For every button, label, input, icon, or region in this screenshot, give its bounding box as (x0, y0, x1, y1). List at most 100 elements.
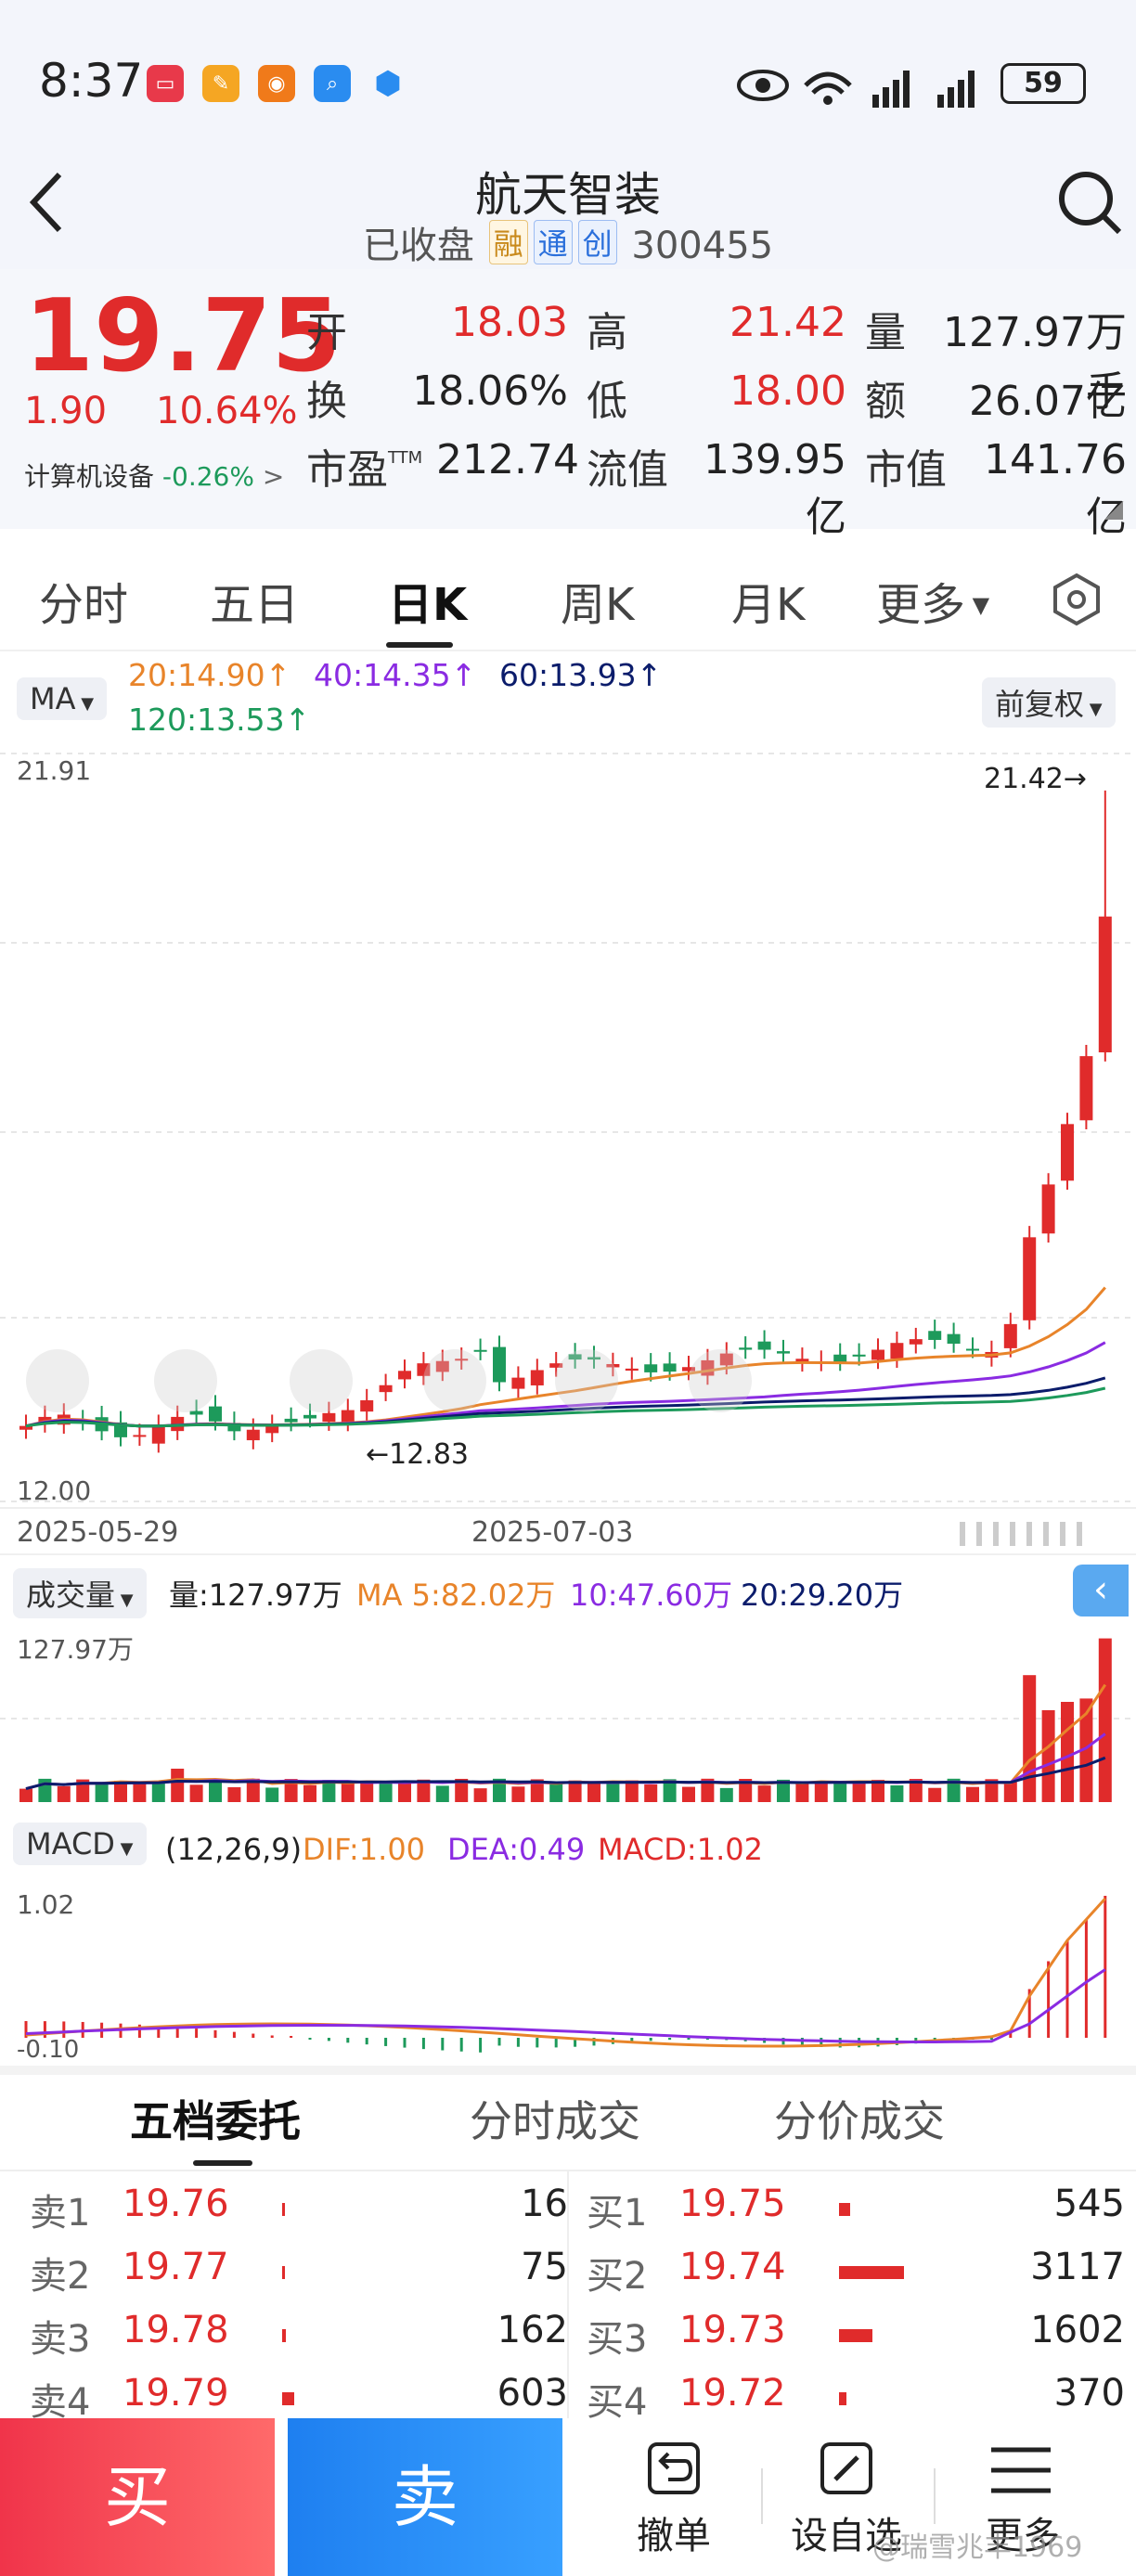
candle-body (852, 1354, 866, 1357)
buy-order-row[interactable]: 买3 19.73 1602 (587, 2309, 1125, 2364)
order-qty-bar (282, 2266, 285, 2279)
back-button[interactable] (22, 165, 69, 250)
tab-monthly-k[interactable]: 月K (731, 579, 806, 631)
candle-body (890, 1343, 904, 1359)
status-icons (737, 70, 975, 108)
buy-order-row[interactable]: 买2 19.74 3117 (587, 2246, 1125, 2301)
macd-bar (630, 2038, 634, 2042)
candle-body (1041, 1184, 1055, 1234)
volume-chart[interactable] (0, 1626, 1136, 1808)
volume-bar (719, 1787, 733, 1802)
macd-bar (479, 2038, 483, 2053)
macd-bar (175, 2027, 179, 2038)
order-price: 19.78 (123, 2309, 229, 2351)
tag-tong[interactable]: 通 (533, 220, 573, 264)
macd-bar (43, 2021, 46, 2038)
search-icon[interactable] (1054, 167, 1125, 238)
volume-bar (455, 1778, 469, 1802)
settings-icon[interactable] (1049, 572, 1104, 627)
macd-bar (497, 2038, 501, 2046)
candle-body (757, 1341, 771, 1350)
candle-body (379, 1385, 393, 1393)
order-qty: 1602 (1030, 2309, 1125, 2351)
tab-intraday[interactable]: 分时 (39, 579, 129, 631)
kline-chart[interactable] (0, 750, 1136, 1557)
cancel-order-button[interactable]: 撤单 (637, 2515, 711, 2557)
macd-bar (365, 2038, 368, 2045)
sell-order-row[interactable]: 卖3 19.78 162 (30, 2309, 568, 2364)
sell-order-row[interactable]: 卖2 19.77 75 (30, 2246, 568, 2301)
buy-button[interactable]: 买 (0, 2418, 275, 2576)
order-qty-bar (282, 2203, 285, 2216)
tab-order-book[interactable]: 五档委托 (130, 2096, 301, 2146)
sell-button[interactable]: 卖 (288, 2418, 562, 2576)
volume-bar (568, 1780, 582, 1802)
more-button[interactable]: 更多 (986, 2515, 1060, 2557)
divider (0, 2170, 1136, 2171)
candle-body (1061, 1124, 1074, 1181)
buy-order-row[interactable]: 买1 19.75 545 (587, 2183, 1125, 2238)
macd-value: MACD:1.02 (598, 1832, 763, 1867)
order-qty-bar (839, 2329, 872, 2342)
y-axis-bottom: 12.00 (17, 1475, 92, 1506)
volume-bar (947, 1778, 961, 1802)
candle-body (284, 1418, 298, 1423)
cancel-order-icon[interactable] (644, 2439, 704, 2498)
turnover-value: 18.06% (412, 367, 568, 415)
volume-selector[interactable]: 成交量 ▼ (13, 1568, 147, 1618)
menu-icon[interactable] (988, 2442, 1054, 2498)
volume-bar (473, 1788, 487, 1802)
volume-bar (777, 1779, 790, 1802)
volume-bar (644, 1784, 658, 1802)
tag-rong[interactable]: 融 (488, 220, 528, 264)
macd-bar (441, 2038, 445, 2051)
macd-histogram (24, 1896, 1107, 2053)
candle-body (1098, 916, 1112, 1053)
tab-five-day[interactable]: 五日 (210, 579, 300, 631)
macd-selector[interactable]: MACD ▼ (13, 1823, 147, 1865)
tab-weekly-k[interactable]: 周K (561, 579, 635, 631)
order-price: 19.73 (679, 2309, 786, 2351)
add-watchlist-button[interactable]: 设自选 (791, 2515, 902, 2557)
tab-price-trades[interactable]: 分价成交 (774, 2096, 945, 2146)
edit-watchlist-icon[interactable] (817, 2439, 876, 2498)
pe-value: 212.74 (436, 436, 579, 483)
tab-daily-k[interactable]: 日K (388, 579, 468, 631)
expand-corner-icon[interactable] (1104, 501, 1123, 520)
candle-body (189, 1410, 203, 1415)
candle-body (398, 1371, 411, 1380)
tab-time-trades[interactable]: 分时成交 (470, 2096, 640, 2146)
tab-more[interactable]: 更多 ▼ (876, 579, 990, 631)
ma20-value: 20:14.90↑ (128, 657, 291, 693)
candle-body (833, 1354, 847, 1362)
order-qty: 3117 (1030, 2246, 1125, 2288)
macd-bar (346, 2038, 350, 2043)
volume-bar (398, 1783, 411, 1802)
order-qty-bar (839, 2392, 847, 2405)
sell-order-row[interactable]: 卖4 19.79 603 (30, 2372, 568, 2428)
macd-chart[interactable] (0, 1880, 1136, 2062)
zoom-scale-icon[interactable] (956, 1518, 1123, 1550)
tag-chuang[interactable]: 创 (577, 220, 617, 264)
buy-order-row[interactable]: 买4 19.72 370 (587, 2372, 1125, 2428)
candle-body (151, 1425, 165, 1444)
macd-bar (1047, 1961, 1051, 2038)
macd-bar (195, 2029, 199, 2038)
candle-body (1079, 1056, 1093, 1121)
volume-bar (417, 1779, 431, 1802)
search-app-icon: ⌕ (314, 65, 351, 102)
low-marker: ←12.83 (366, 1438, 470, 1471)
collapse-panel-button[interactable]: ‹ (1073, 1565, 1129, 1616)
adjust-selector[interactable]: 前复权 ▼ (982, 677, 1116, 728)
candle-body (511, 1377, 525, 1389)
stock-status-line: 已收盘 融通创 300455 (0, 215, 1136, 269)
ma-selector[interactable]: MA ▼ (17, 677, 108, 720)
volume-label: 量 (865, 309, 906, 356)
volume-bar (852, 1783, 866, 1802)
chart-nav-overlay (26, 1349, 752, 1412)
volume-bar (682, 1786, 695, 1802)
volume-bar (757, 1785, 771, 1802)
sell-order-row[interactable]: 卖1 19.76 16 (30, 2183, 568, 2238)
industry-link[interactable]: 计算机设备 -0.26% > (24, 461, 285, 492)
mkt-cap-value: 141.76亿 (984, 436, 1127, 541)
